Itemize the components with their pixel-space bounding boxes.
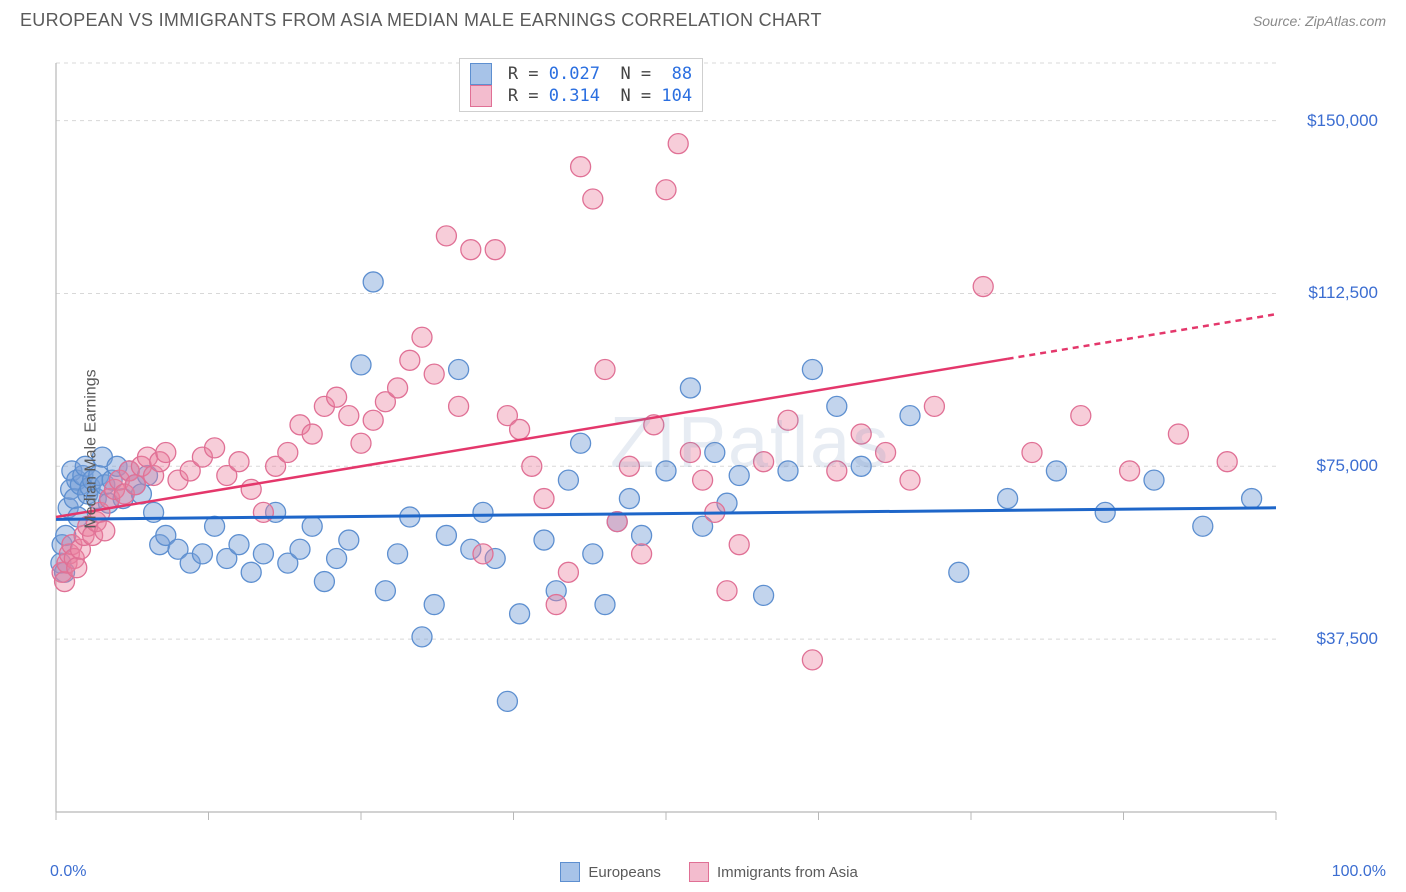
legend-label-europeans: Europeans xyxy=(588,864,661,881)
x-axis-max-label: 100.0% xyxy=(1332,863,1386,881)
y-tick-label: $37,500 xyxy=(1317,629,1378,649)
scatter-plot-svg xyxy=(50,55,1386,842)
correlation-stats-box: R = 0.027 N = 88 R = 0.314 N = 104 xyxy=(459,58,704,112)
y-tick-label: $150,000 xyxy=(1307,111,1378,131)
chart-title: EUROPEAN VS IMMIGRANTS FROM ASIA MEDIAN … xyxy=(20,10,822,31)
chart-area: Median Male Earnings ZIPatlas R = 0.027 … xyxy=(50,55,1386,842)
x-axis-min-label: 0.0% xyxy=(50,863,86,881)
y-tick-label: $75,000 xyxy=(1317,456,1378,476)
stats-row: R = 0.027 N = 88 xyxy=(470,63,693,85)
source-label: Source: ZipAtlas.com xyxy=(1253,13,1386,29)
bottom-legend: Europeans Immigrants from Asia xyxy=(560,862,857,882)
legend-label-asia: Immigrants from Asia xyxy=(717,864,858,881)
legend-swatch-europeans xyxy=(560,862,580,882)
y-axis-label: Median Male Earnings xyxy=(83,369,101,528)
legend-swatch-asia xyxy=(689,862,709,882)
x-axis-footer: 0.0% Europeans Immigrants from Asia 100.… xyxy=(50,862,1386,882)
legend-item-europeans: Europeans xyxy=(560,862,661,882)
y-tick-label: $112,500 xyxy=(1308,283,1378,303)
stats-row: R = 0.314 N = 104 xyxy=(470,85,693,107)
legend-item-asia: Immigrants from Asia xyxy=(689,862,858,882)
